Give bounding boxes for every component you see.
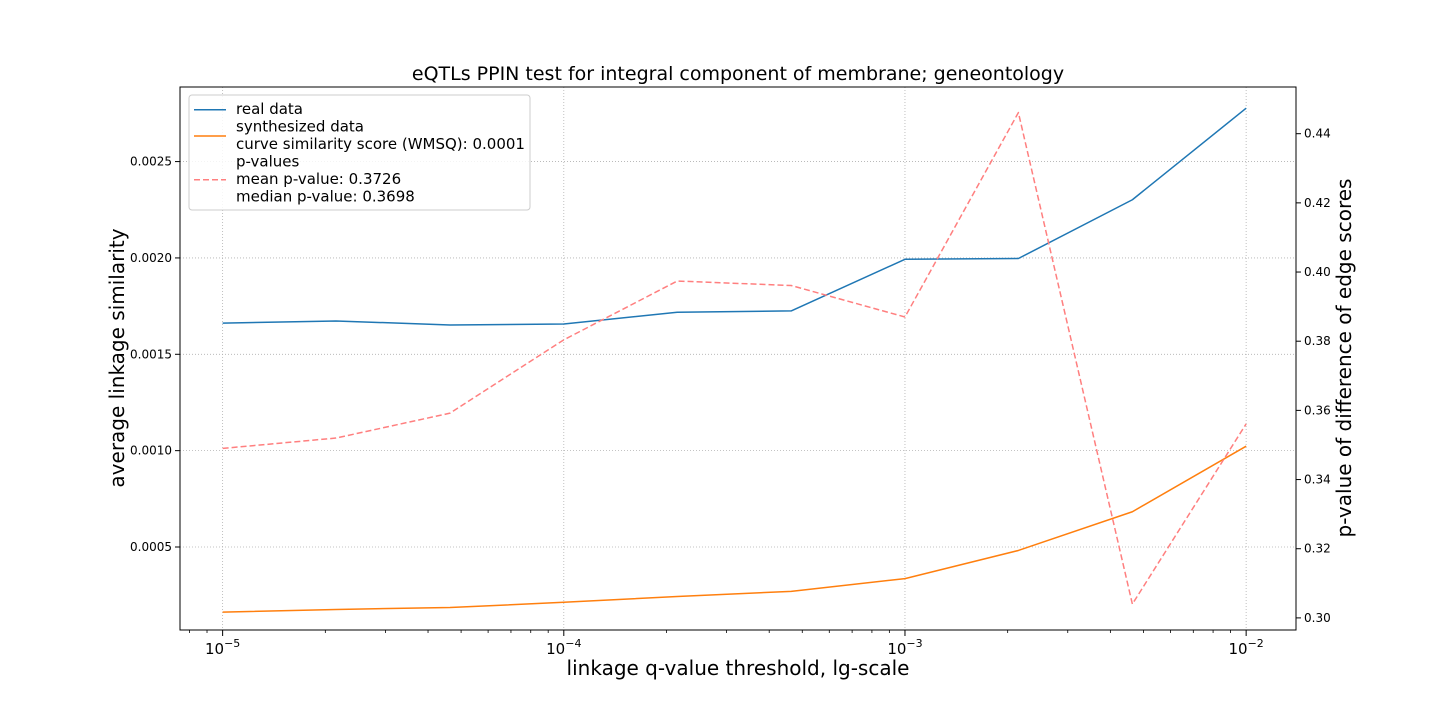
y-axis-label: average linkage similarity [105,228,129,487]
y2-tick-label: 0.36 [1304,403,1331,417]
legend-label: synthesized data [236,118,364,136]
plot-frame [179,86,1297,631]
y2-axis-label: p-value of difference of edge scores [1332,179,1356,538]
y2-tick-label: 0.34 [1304,473,1331,487]
y-tick-label: 0.0010 [130,444,172,458]
series-line-p-values [222,111,1247,605]
series-lines [222,107,1247,613]
x-tick-label: 10−5 [205,637,240,658]
legend-label: real data [236,100,303,118]
legend-label: median p-value: 0.3698 [236,188,415,206]
legend-box [188,94,531,211]
y-tick-label: 0.0025 [130,155,172,169]
x-tick-label: 10−2 [1228,637,1263,658]
y2-tick-label: 0.40 [1304,265,1331,279]
series-line-real-data [222,107,1247,326]
x-axis-label: linkage q-value threshold, lg-scale [567,656,910,680]
y2-tick-label: 0.32 [1304,542,1331,556]
y-tick-label: 0.0020 [130,251,172,265]
y-tick-label: 0.0015 [130,347,172,361]
series-line-synthesized-data [222,445,1247,613]
y2-tick-label: 0.30 [1304,611,1331,625]
y2-tick-label: 0.42 [1304,196,1331,210]
y2-tick-label: 0.44 [1304,127,1331,141]
x-tick-label: 10−3 [887,637,922,658]
legend-label: p-values [236,153,300,171]
chart-title: eQTLs PPIN test for integral component o… [412,63,1064,85]
y-tick-label: 0.0005 [130,540,172,554]
legend-label: mean p-value: 0.3726 [236,170,401,188]
y2-tick-label: 0.38 [1304,334,1331,348]
legend-label: curve similarity score (WMSQ): 0.0001 [236,135,525,153]
x-tick-label: 10−4 [546,637,581,658]
